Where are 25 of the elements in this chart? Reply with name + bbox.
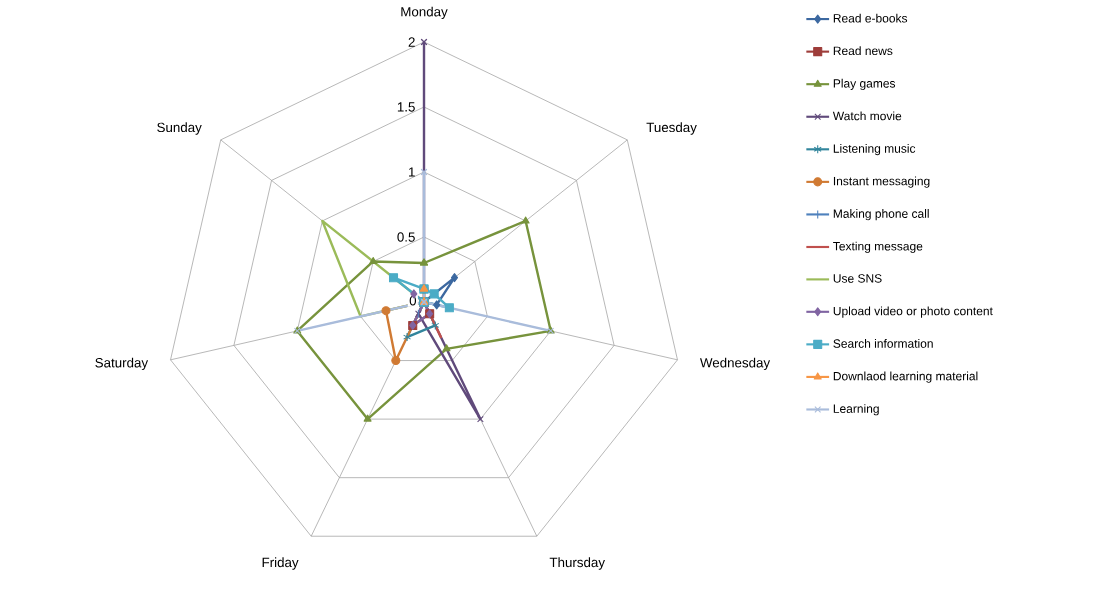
spoke-label: Tuesday	[646, 122, 697, 135]
y-tick-label: 1	[409, 167, 415, 177]
y-tick-label: 2	[408, 37, 415, 47]
spoke-label: Wednesday	[700, 357, 771, 371]
legend-label: Texting message	[833, 241, 923, 253]
y-tick-label: 0	[409, 295, 417, 306]
y-tick-label: 0.5	[397, 232, 415, 242]
legend-label: Use SNS	[833, 274, 882, 283]
legend-label: Learning	[833, 404, 879, 416]
y-tick-label: 1.5	[397, 102, 415, 112]
legend-label: Instant messaging	[833, 176, 930, 188]
legend-label: Making phone call	[833, 209, 929, 221]
legend-label: Upload video or photo content	[833, 306, 993, 318]
legend-label: Search information	[833, 339, 933, 348]
spoke-label: Thursday	[549, 557, 605, 570]
legend-label: Read news	[833, 46, 893, 56]
legend-label: Read e-books	[833, 13, 908, 23]
spoke-label: Monday	[401, 6, 448, 20]
legend-label: Play games	[833, 78, 896, 91]
legend-label: Downlaod learning material	[833, 371, 978, 383]
legend-label: Watch movie	[832, 111, 902, 121]
legend-label: Listening music	[833, 143, 916, 156]
spoke-label: Friday	[262, 557, 299, 570]
spoke-label: Saturday	[95, 357, 149, 371]
spoke-label: Sunday	[157, 122, 202, 135]
